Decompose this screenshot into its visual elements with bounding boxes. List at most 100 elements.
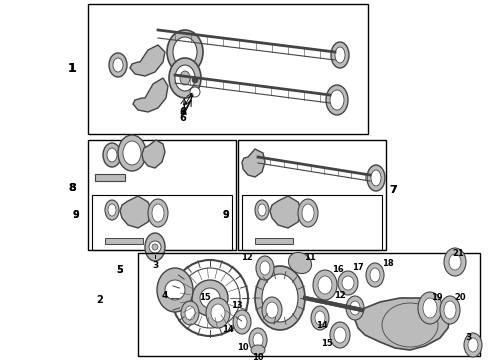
Circle shape bbox=[192, 77, 198, 83]
Ellipse shape bbox=[298, 199, 318, 227]
Text: 4: 4 bbox=[162, 291, 168, 300]
Ellipse shape bbox=[148, 199, 168, 227]
Ellipse shape bbox=[256, 256, 274, 280]
Ellipse shape bbox=[181, 301, 199, 325]
Polygon shape bbox=[142, 140, 165, 168]
Ellipse shape bbox=[313, 270, 337, 300]
Ellipse shape bbox=[464, 333, 482, 357]
Ellipse shape bbox=[370, 268, 380, 282]
Text: 5: 5 bbox=[117, 265, 123, 275]
Text: 11: 11 bbox=[304, 253, 316, 262]
Ellipse shape bbox=[346, 296, 364, 320]
Text: 3: 3 bbox=[465, 333, 471, 342]
Ellipse shape bbox=[326, 85, 348, 115]
Circle shape bbox=[149, 241, 161, 253]
Text: 10: 10 bbox=[252, 354, 264, 360]
Ellipse shape bbox=[266, 302, 278, 318]
Ellipse shape bbox=[330, 90, 344, 110]
Text: 9: 9 bbox=[73, 210, 79, 220]
Bar bbox=[88, 4, 368, 134]
Text: 8: 8 bbox=[68, 183, 76, 193]
Ellipse shape bbox=[103, 143, 121, 167]
Ellipse shape bbox=[302, 204, 314, 222]
Polygon shape bbox=[242, 149, 265, 177]
Text: 15: 15 bbox=[199, 293, 211, 302]
Ellipse shape bbox=[350, 301, 360, 315]
Bar bbox=[238, 140, 386, 250]
Bar bbox=[88, 140, 236, 250]
Ellipse shape bbox=[108, 204, 116, 216]
Text: 1: 1 bbox=[68, 62, 76, 75]
Polygon shape bbox=[355, 298, 450, 350]
Text: 2: 2 bbox=[97, 295, 103, 305]
Circle shape bbox=[200, 288, 220, 308]
Ellipse shape bbox=[109, 53, 127, 77]
Ellipse shape bbox=[206, 298, 230, 328]
Text: 14: 14 bbox=[222, 325, 234, 334]
Ellipse shape bbox=[262, 297, 282, 323]
Ellipse shape bbox=[253, 333, 263, 347]
Ellipse shape bbox=[152, 204, 164, 222]
Polygon shape bbox=[130, 45, 165, 76]
Ellipse shape bbox=[423, 298, 437, 318]
Bar bbox=[242, 195, 382, 250]
Bar bbox=[105, 238, 143, 244]
Bar bbox=[255, 238, 293, 244]
Ellipse shape bbox=[249, 328, 267, 352]
Ellipse shape bbox=[289, 252, 312, 274]
Bar bbox=[95, 174, 125, 181]
Ellipse shape bbox=[118, 135, 146, 171]
Ellipse shape bbox=[167, 30, 203, 74]
Ellipse shape bbox=[237, 315, 247, 329]
Ellipse shape bbox=[258, 204, 266, 216]
Ellipse shape bbox=[255, 200, 269, 220]
Ellipse shape bbox=[367, 165, 385, 191]
Text: 16: 16 bbox=[332, 266, 344, 274]
Text: 8: 8 bbox=[68, 183, 76, 193]
Ellipse shape bbox=[251, 345, 265, 355]
Ellipse shape bbox=[311, 306, 329, 330]
Ellipse shape bbox=[468, 338, 478, 352]
Ellipse shape bbox=[260, 261, 270, 275]
Polygon shape bbox=[133, 78, 168, 112]
Ellipse shape bbox=[105, 200, 119, 220]
Text: 12: 12 bbox=[334, 292, 346, 301]
Text: 12: 12 bbox=[241, 253, 253, 262]
Text: 19: 19 bbox=[431, 292, 443, 302]
Ellipse shape bbox=[318, 276, 332, 294]
Ellipse shape bbox=[175, 65, 195, 91]
Text: 17: 17 bbox=[352, 264, 364, 273]
Text: 15: 15 bbox=[321, 339, 333, 348]
Ellipse shape bbox=[169, 58, 201, 98]
Ellipse shape bbox=[366, 263, 384, 287]
Ellipse shape bbox=[123, 141, 141, 165]
Ellipse shape bbox=[444, 301, 456, 319]
Ellipse shape bbox=[262, 274, 298, 322]
Text: 10: 10 bbox=[237, 342, 249, 351]
Ellipse shape bbox=[342, 276, 354, 290]
Text: 1: 1 bbox=[68, 62, 76, 75]
Text: 20: 20 bbox=[454, 293, 466, 302]
Ellipse shape bbox=[180, 71, 190, 85]
Polygon shape bbox=[120, 196, 152, 228]
Text: 13: 13 bbox=[231, 301, 243, 310]
Ellipse shape bbox=[338, 271, 358, 295]
Ellipse shape bbox=[255, 266, 305, 330]
Text: 7: 7 bbox=[389, 185, 397, 195]
Ellipse shape bbox=[371, 170, 381, 186]
Text: 18: 18 bbox=[382, 258, 394, 267]
Ellipse shape bbox=[211, 304, 225, 322]
Ellipse shape bbox=[440, 296, 460, 324]
Circle shape bbox=[190, 87, 200, 97]
Ellipse shape bbox=[331, 42, 349, 68]
Ellipse shape bbox=[145, 233, 165, 261]
Text: 7: 7 bbox=[389, 185, 397, 195]
Bar bbox=[92, 195, 232, 250]
Bar bbox=[138, 253, 480, 356]
Ellipse shape bbox=[107, 148, 117, 162]
Text: 6: 6 bbox=[180, 107, 186, 117]
Text: 9: 9 bbox=[73, 210, 79, 220]
Circle shape bbox=[192, 280, 228, 316]
Ellipse shape bbox=[233, 310, 251, 334]
Ellipse shape bbox=[330, 322, 350, 348]
